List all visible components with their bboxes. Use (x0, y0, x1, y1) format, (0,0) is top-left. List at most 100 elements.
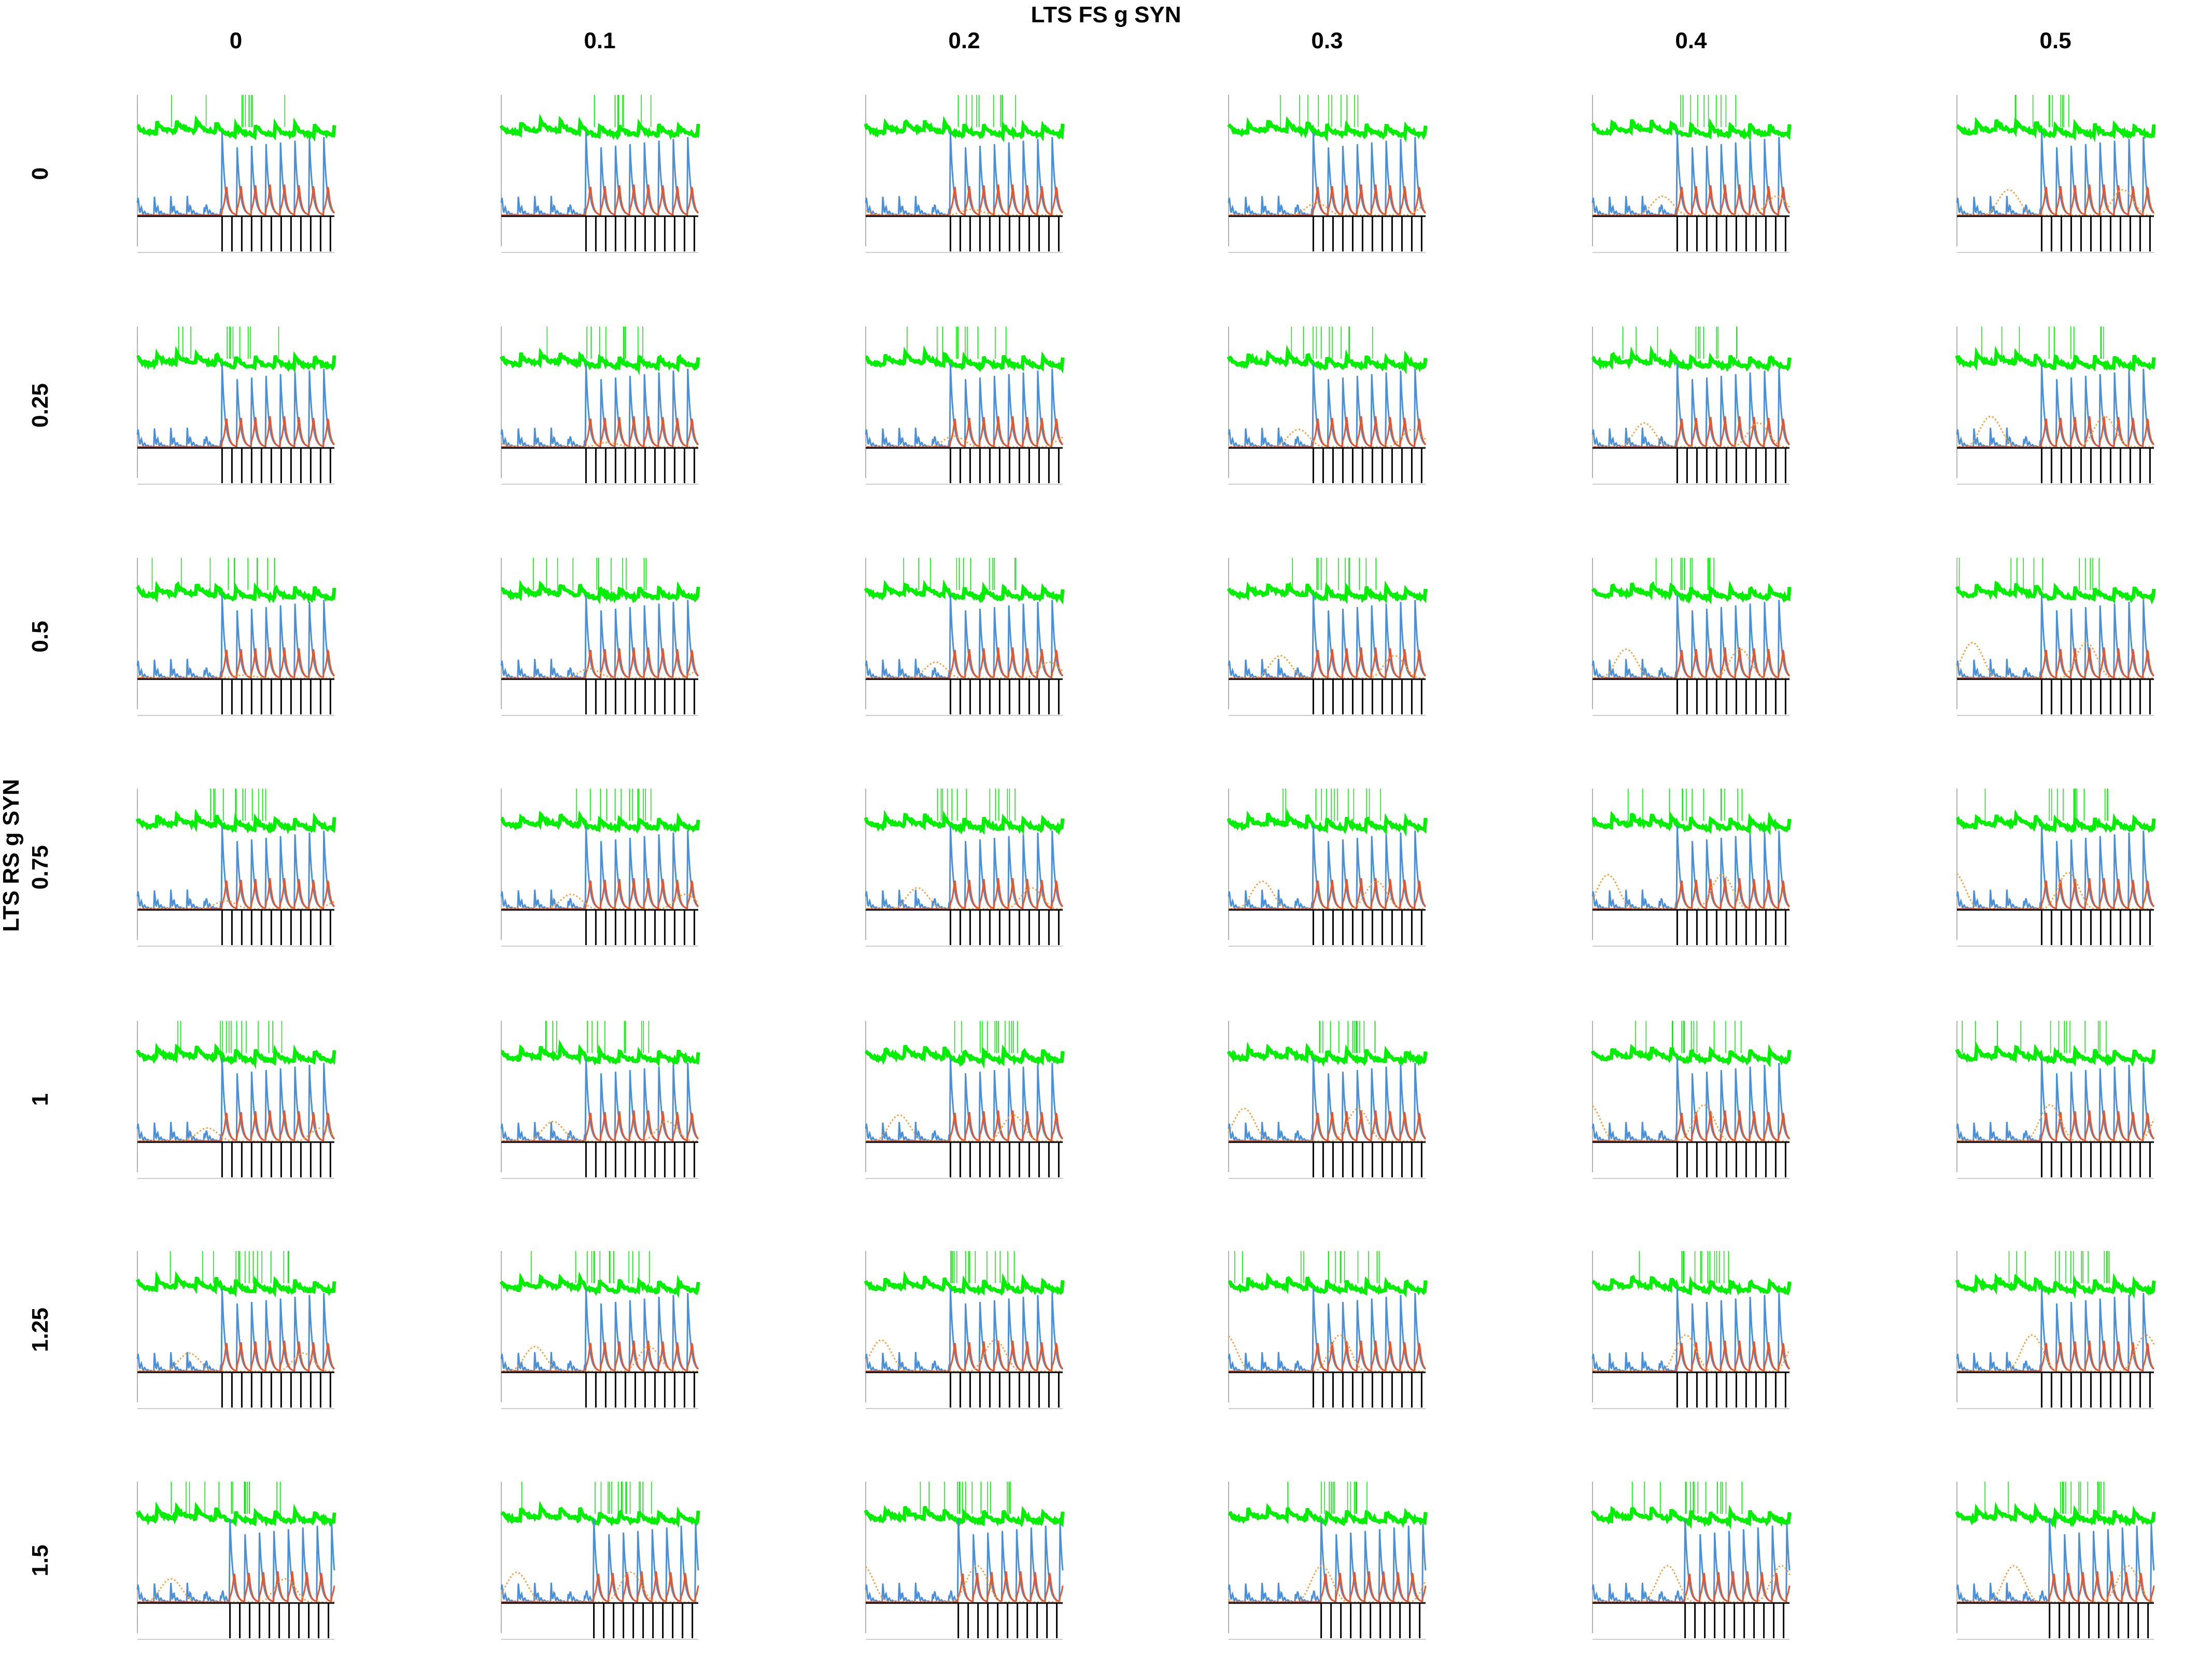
orange-trace (1228, 202, 1426, 216)
blue-trace (500, 1288, 699, 1372)
blue-trace (1228, 363, 1426, 448)
voltage-trace (136, 346, 336, 374)
red-trace (866, 1110, 1064, 1142)
voltage-trace (135, 1043, 336, 1070)
panel (1955, 327, 2156, 485)
red-trace (137, 184, 335, 216)
panel (1591, 327, 1792, 485)
voltage-trace (864, 809, 1065, 835)
panel (864, 1482, 1065, 1640)
panel (1227, 558, 1428, 716)
panel (864, 789, 1065, 947)
blue-trace (1228, 132, 1426, 216)
orange-trace (866, 1114, 1063, 1142)
panel (1590, 1021, 1792, 1179)
column-label: 0.4 (1675, 28, 1707, 53)
blue-trace (136, 825, 335, 910)
column-label: 0.2 (948, 28, 980, 53)
panel (135, 789, 336, 947)
orange-trace (501, 1120, 698, 1142)
orange-trace (1956, 1104, 2155, 1142)
blue-trace (136, 1058, 335, 1142)
voltage-trace (1227, 345, 1428, 374)
panel (135, 1482, 336, 1640)
column-label: 0.1 (584, 28, 616, 53)
panel (1955, 1021, 2156, 1179)
orange-trace (1593, 422, 1790, 448)
orange-trace (1229, 880, 1426, 910)
orange-trace (137, 900, 335, 910)
blue-trace (500, 595, 699, 679)
red-trace (1593, 1571, 1791, 1603)
panel (1227, 95, 1428, 253)
blue-trace (1591, 1058, 1790, 1142)
red-trace (137, 1340, 335, 1372)
red-trace (1957, 1571, 2155, 1603)
orange-trace (501, 442, 699, 448)
blue-trace (136, 363, 335, 448)
blue-trace (500, 132, 699, 216)
voltage-trace (1591, 811, 1792, 836)
orange-trace (501, 893, 699, 910)
voltage-trace (1591, 345, 1792, 372)
red-trace (1957, 878, 2155, 910)
voltage-trace (1591, 580, 1792, 604)
panel (1955, 1251, 2156, 1409)
orange-trace (1593, 195, 1791, 216)
blue-trace (1228, 825, 1426, 910)
panel (1956, 95, 2156, 253)
voltage-trace (1955, 1041, 2156, 1067)
voltage-trace (865, 345, 1065, 374)
blue-trace (136, 595, 335, 679)
panel (136, 327, 336, 485)
voltage-trace (1591, 1275, 1792, 1296)
orange-trace (865, 435, 1063, 448)
panel (1955, 789, 2156, 947)
orange-trace (1228, 1565, 1427, 1603)
panel (500, 558, 700, 716)
blue-trace (1591, 1288, 1790, 1372)
voltage-trace (1955, 345, 2156, 372)
panel (1227, 327, 1428, 485)
voltage-trace (864, 1044, 1065, 1069)
voltage-trace (1590, 1505, 1792, 1530)
blue-trace (1228, 1288, 1426, 1372)
orange-trace (1591, 874, 1790, 910)
blue-trace (865, 363, 1063, 448)
panel (1591, 789, 1792, 947)
voltage-trace (864, 1505, 1065, 1528)
column-axis-title: LTS FS g SYN (1031, 2, 1181, 27)
orange-trace (137, 674, 334, 679)
orange-trace (866, 661, 1064, 679)
voltage-trace (500, 1039, 700, 1067)
blue-trace (1591, 363, 1790, 448)
orange-trace (137, 1352, 334, 1372)
panel (864, 95, 1065, 253)
blue-trace (1591, 825, 1790, 910)
panel (499, 327, 700, 485)
voltage-trace (1955, 1501, 2156, 1530)
panel (136, 95, 336, 253)
voltage-trace (499, 113, 700, 140)
blue-trace (500, 363, 699, 448)
voltage-trace (500, 810, 700, 834)
orange-trace (1957, 415, 2154, 448)
panel (1590, 1482, 1792, 1640)
panel (1955, 558, 2156, 716)
voltage-trace (1955, 809, 2156, 833)
blue-trace (1228, 595, 1426, 679)
panel (864, 1251, 1065, 1409)
orange-trace (865, 1339, 1063, 1372)
orange-trace (1593, 1565, 1791, 1603)
orange-trace (137, 1127, 335, 1142)
panel (1227, 1021, 1428, 1179)
voltage-trace (500, 1500, 700, 1528)
blue-trace (865, 825, 1063, 910)
panel (500, 1021, 700, 1179)
voltage-trace (1227, 1042, 1428, 1067)
blue-trace (1591, 595, 1790, 679)
voltage-trace (135, 1501, 336, 1527)
orange-trace (866, 887, 1063, 910)
panel (499, 1251, 700, 1409)
panel (135, 1251, 336, 1409)
